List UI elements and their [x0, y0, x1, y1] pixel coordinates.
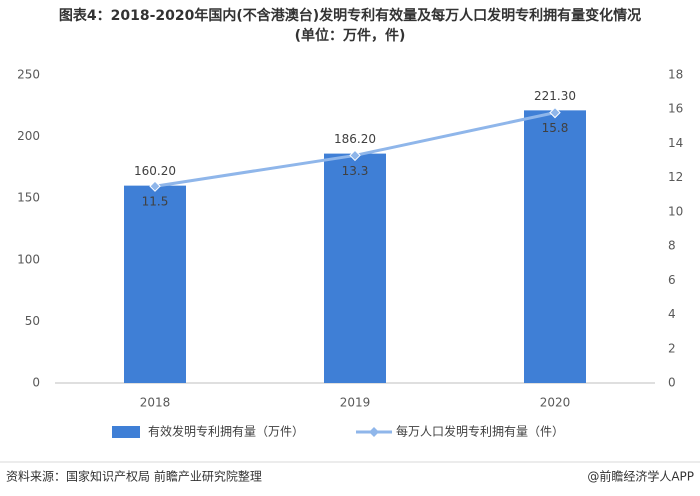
y-tick-label: 150: [17, 191, 40, 205]
line-marker: [349, 149, 361, 162]
legend-swatch: [112, 426, 140, 438]
chart-title: 图表4：2018-2020年国内(不含港澳台)发明专利有效量及每万人口发明专利拥…: [59, 7, 641, 24]
source: 资料来源：国家知识产权局 前瞻产业研究院整理: [6, 469, 262, 484]
y2-tick-label: 2: [668, 341, 676, 355]
line-marker: [549, 106, 561, 119]
x-tick-label: 2020: [540, 396, 571, 410]
line-value-label: 15.8: [542, 121, 569, 135]
x-tick-label: 2019: [340, 396, 371, 410]
y-tick-label: 0: [32, 376, 40, 390]
legend-label: 有效发明专利拥有量（万件）: [148, 424, 304, 439]
y2-tick-label: 0: [668, 376, 676, 390]
legend-marker: [369, 427, 379, 437]
legend-label: 每万人口发明专利拥有量（件）: [396, 424, 564, 439]
credit: @前瞻经济学人APP: [587, 469, 694, 484]
chart-subtitle: (单位：万件，件): [295, 27, 406, 44]
line-marker: [149, 180, 161, 192]
y-tick-label: 250: [17, 68, 40, 82]
y2-tick-label: 6: [668, 273, 676, 287]
y2-tick-label: 18: [668, 68, 683, 82]
line-value-label: 13.3: [342, 164, 369, 178]
y-tick-label: 100: [17, 252, 40, 266]
x-tick-label: 2018: [140, 396, 171, 410]
y2-tick-label: 8: [668, 239, 676, 253]
y2-tick-label: 4: [668, 307, 676, 321]
bar-value-label: 160.20: [134, 164, 176, 178]
bar-value-label: 186.20: [334, 132, 376, 146]
line-value-label: 11.5: [142, 195, 169, 209]
y-tick-label: 200: [17, 129, 40, 143]
y2-tick-label: 10: [668, 204, 683, 218]
y2-tick-label: 16: [668, 102, 683, 116]
y-tick-label: 50: [25, 314, 40, 328]
bar-value-label: 221.30: [534, 89, 576, 103]
bar: [524, 110, 586, 383]
bar: [124, 185, 186, 383]
y2-tick-label: 12: [668, 170, 683, 184]
y2-tick-label: 14: [668, 136, 683, 150]
bar: [324, 153, 386, 383]
